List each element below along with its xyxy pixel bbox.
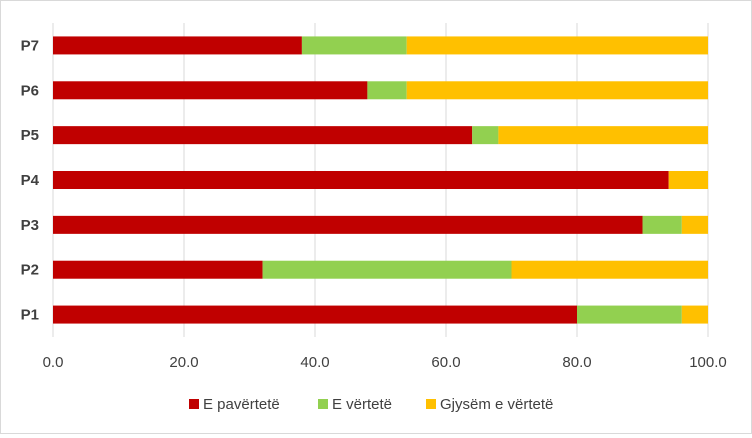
category-label: P7	[21, 37, 39, 54]
bar-p4-e-pavërtetë	[53, 171, 669, 189]
category-label: P5	[21, 127, 39, 144]
bar-p2-e-pavërtetë	[53, 260, 263, 279]
category-label: P3	[21, 217, 39, 234]
legend: E pavërtetë E vërtetë Gjysëm e vërtetë	[189, 396, 553, 413]
category-labels: P1 P2 P3 P4 P5 P6 P7	[21, 37, 40, 323]
bar-p7-gjysëm-e-vërtetë	[406, 36, 708, 55]
bar-p1-e-pavërtetë	[53, 305, 577, 324]
category-label: P1	[21, 307, 39, 324]
bar-p1-gjysëm-e-vërtetë	[681, 305, 708, 324]
bar-p5-e-vërtetë	[472, 126, 499, 145]
legend-swatch	[189, 399, 199, 409]
bar-p5-e-pavërtetë	[53, 126, 473, 145]
bar-p2-gjysëm-e-vërtetë	[511, 260, 708, 279]
legend-label: E pavërtetë	[203, 396, 280, 413]
bar-p6-e-pavërtetë	[53, 81, 368, 100]
x-tick-label: 100.0	[689, 354, 727, 371]
bar-p6-gjysëm-e-vërtetë	[406, 81, 708, 100]
legend-label: E vërtetë	[332, 396, 392, 413]
bar-p7-e-pavërtetë	[53, 36, 302, 55]
x-tick-labels: 0.0 20.0 40.0 60.0 80.0 100.0	[43, 354, 727, 371]
bar-p3-gjysëm-e-vërtetë	[681, 215, 708, 234]
x-tick-label: 80.0	[562, 354, 591, 371]
bar-p7-e-vërtetë	[301, 36, 407, 55]
legend-label: Gjysëm e vërtetë	[440, 396, 553, 413]
x-tick-label: 60.0	[431, 354, 460, 371]
bar-p1-e-vërtetë	[577, 305, 682, 324]
bar-p6-e-vërtetë	[367, 81, 407, 100]
bar-p5-gjysëm-e-vërtetë	[498, 126, 708, 145]
category-label: P6	[21, 82, 39, 99]
bar-p3-e-vërtetë	[642, 215, 682, 234]
x-tick-label: 0.0	[43, 354, 64, 371]
bar-p2-e-vërtetë	[262, 260, 512, 279]
legend-swatch	[426, 399, 436, 409]
category-label: P4	[21, 172, 40, 189]
bars	[53, 36, 708, 324]
bar-p4-gjysëm-e-vërtetë	[668, 171, 708, 189]
x-tick-label: 40.0	[300, 354, 329, 371]
bar-p3-e-pavërtetë	[53, 215, 643, 234]
x-tick-label: 20.0	[169, 354, 198, 371]
category-label: P2	[21, 262, 39, 279]
legend-swatch	[318, 399, 328, 409]
